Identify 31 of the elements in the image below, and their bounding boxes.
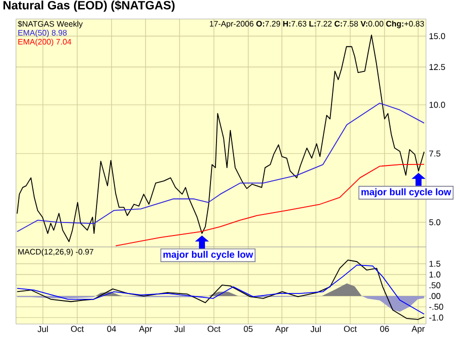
- y-tick-label: 12.5: [430, 64, 446, 70]
- annotation: major bull cycle low: [361, 188, 452, 198]
- y-tick-label: 1.0: [430, 272, 440, 278]
- y-tick-label: -1.0: [429, 314, 444, 321]
- y-tick-label: .00: [430, 293, 440, 300]
- y-tick-label: .50: [430, 282, 440, 288]
- x-tick-label: Jul: [38, 326, 48, 332]
- y-tick-label: 15.0: [430, 33, 446, 40]
- chart-title: Natural Gas (EOD) ($NATGAS): [3, 0, 175, 12]
- x-tick-label: 04: [107, 326, 116, 332]
- x-tick-label: Apr: [412, 326, 425, 334]
- text: EMA(200) 7.04: [18, 38, 72, 46]
- x-tick-label: Oct: [71, 326, 84, 332]
- y-tick-label: 10.0: [430, 102, 446, 108]
- x-tick-label: 06: [380, 326, 389, 332]
- x-tick-label: Jul: [174, 326, 184, 332]
- x-tick-label: Apr: [138, 326, 152, 334]
- text: 17-Apr-2006 O:7.29 H:7.63 L:7.22 C:7.58 V:0.00 Chg:+0.83: [210, 20, 424, 28]
- y-tick-label: 1.5: [430, 260, 440, 267]
- y-tick-label: -.50: [429, 304, 444, 310]
- x-tick-label: 05: [244, 326, 253, 332]
- x-tick-label: Oct: [208, 326, 220, 332]
- x-tick-label: Apr: [275, 326, 288, 334]
- text: MACD(12,26,9) -0.97: [18, 248, 94, 256]
- annotation: major bull cycle low: [163, 250, 254, 260]
- y-tick-label: 7.5: [429, 150, 440, 157]
- x-tick-label: Oct: [344, 326, 357, 332]
- text: EMA(50) 8.98: [18, 30, 67, 38]
- x-tick-label: Jul: [310, 326, 321, 332]
- y-tick-label: 5.0: [429, 219, 440, 226]
- text: $NATGAS Weekly: [18, 20, 83, 28]
